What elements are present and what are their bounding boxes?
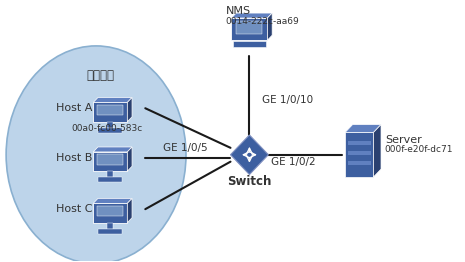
Bar [348,141,371,145]
FancyBboxPatch shape [233,41,266,47]
Text: GE 1/0/10: GE 1/0/10 [262,95,313,105]
Text: Host C: Host C [56,204,93,214]
Text: Server: Server [385,135,422,145]
Bar [348,151,371,155]
Polygon shape [127,147,132,171]
Text: Switch: Switch [227,175,272,188]
Polygon shape [93,97,132,102]
Bar [98,229,122,233]
Polygon shape [127,97,132,122]
Bar [107,223,113,229]
Text: Host B: Host B [56,153,93,163]
Text: Host A: Host A [56,103,93,113]
Text: 00a0-fc00-583c: 00a0-fc00-583c [72,123,143,133]
Polygon shape [93,147,132,152]
Polygon shape [373,124,381,177]
Polygon shape [345,124,381,133]
Text: 000f-e20f-dc71: 000f-e20f-dc71 [385,145,453,154]
Text: 用户网络: 用户网络 [87,69,115,82]
Polygon shape [267,13,272,40]
FancyBboxPatch shape [93,203,127,223]
Text: GE 1/0/5: GE 1/0/5 [163,143,208,153]
Text: NMS: NMS [226,6,251,16]
Bar [107,171,113,177]
Text: GE 1/0/2: GE 1/0/2 [271,157,316,167]
Bar [345,133,373,177]
Bar [348,161,371,165]
FancyBboxPatch shape [93,152,127,171]
Bar [98,177,122,182]
Text: 0014-222c-aa69: 0014-222c-aa69 [226,17,299,26]
FancyBboxPatch shape [232,18,267,40]
Polygon shape [93,198,132,203]
FancyBboxPatch shape [93,102,127,122]
Bar [98,154,123,165]
Bar [107,122,113,128]
Ellipse shape [6,46,186,262]
Polygon shape [127,198,132,223]
Bar [237,21,262,34]
Bar [98,105,123,115]
Polygon shape [231,135,268,174]
Bar [98,206,123,216]
Bar [98,128,122,133]
Polygon shape [232,13,272,18]
